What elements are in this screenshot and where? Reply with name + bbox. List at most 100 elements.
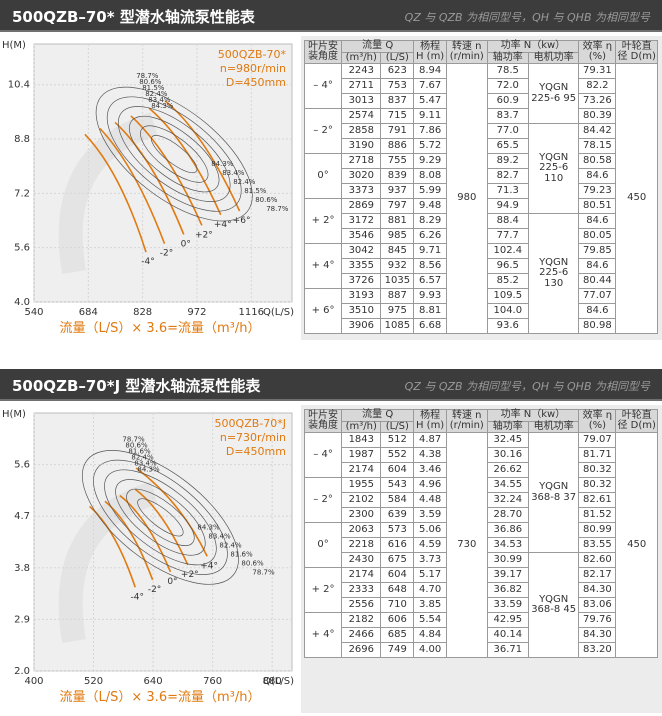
flow-ls-cell: 886 [380,138,415,154]
efficiency-label-right: 78.7% [252,568,275,576]
shaft-power-cell: 102.4 [486,243,530,259]
flow-m3h-cell: 2466 [341,627,382,643]
head-cell: 4.38 [413,447,447,463]
efficiency-cell: 83.55 [578,537,617,553]
x-tick-label: 972 [187,307,206,318]
head-cell: 3.46 [413,462,447,478]
y-tick-label: 7.2 [14,188,30,199]
header-power: 功率 N（kw） [486,409,580,422]
shaft-power-cell: 94.9 [486,198,530,214]
efficiency-label-top: 81.6% [128,447,151,455]
table-row: 2696 749 4.00 36.71 83.20 [305,642,658,658]
table-row: – 2° 2574 715 9.11 83.7 80.39 [303,108,658,154]
shaft-power-cell: 109.5 [486,288,530,304]
table-row: 2858 791 7.86 77.0 YQGN 225-6 110 84.42 [305,123,658,214]
impeller-cell: 450 [615,432,658,658]
header-row: 叶片安装角度 流量 Q 杨程 H (m) 转速 n (r/min) 功率 N（kw） 效率… [303,40,658,64]
table-row: 2711 753 7.67 72.0 82.2 [305,78,658,94]
shaft-power-cell: 60.9 [486,93,530,109]
flow-ls-cell: 839 [380,168,415,184]
angle-label: +4° [214,220,232,230]
efficiency-label-top: 80.6% [139,78,162,86]
angle-label: 0° [167,577,177,587]
table-row: 2218 616 4.59 34.53 83.55 [305,537,658,553]
flow-m3h-cell: 3373 [341,183,382,199]
table-row: 3726 1035 6.57 85.2 80.44 [305,273,658,289]
flow-m3h-cell: 2869 [341,198,382,214]
header-flow-m3h: (m³/h) [341,51,382,64]
head-cell: 3.73 [413,552,447,568]
efficiency-label-top: 81.5% [142,84,165,92]
flow-m3h-cell: 1955 [341,477,382,493]
efficiency-label-right: 84.3% [211,160,234,168]
flow-m3h-cell: 1987 [341,447,382,463]
header-flow: 流量 Q [341,409,415,422]
x-axis-label: Q(L/S) [263,676,294,687]
shaft-power-cell: 42.95 [486,612,530,628]
x-tick-label: 400 [24,676,43,687]
flow-m3h-cell: 2858 [341,123,382,139]
motor-power-cell: YQGN 225-6 95 [528,63,580,124]
flow-ls-cell: 985 [380,228,415,244]
efficiency-label-right: 83.4% [222,169,245,177]
shaft-power-cell: 72.0 [486,78,530,94]
header-efficiency: 效率 η (%) [578,40,617,64]
table-row: 3355 932 8.56 96.5 84.6 [305,258,658,274]
header-flow: 流量 Q [341,40,415,53]
angle-label: -2° [148,585,161,595]
efficiency-cell: 84.6 [578,303,617,319]
flow-m3h-cell: 2102 [341,492,382,508]
flow-ls-cell: 845 [380,243,415,259]
header-shaft-power: 轴功率 [486,51,530,64]
table-row: 3906 1085 6.68 93.6 80.98 [305,318,658,334]
efficiency-cell: 81.71 [578,447,617,463]
header-blade-angle: 叶片安装角度 [303,40,343,64]
flow-m3h-cell: 2243 [341,63,382,79]
header-rule [0,30,662,32]
efficiency-cell: 78.15 [578,138,617,154]
x-tick-label: 880 [263,676,282,687]
chart-2: 400 520 640 760 880 2.0 2.9 3.8 4.7 5.6 H(M) Q(L/S)… [2,409,294,705]
header-rule [0,399,662,401]
efficiency-contour [81,450,239,585]
section-2-note: QZ 与 QZB 为相同型号，QH 与 QHB 为相同型号 [404,380,650,393]
shaft-power-cell: 36.82 [486,582,530,598]
hq-curve [135,467,208,557]
head-cell: 5.17 [413,567,447,583]
shaft-power-cell: 34.55 [486,477,530,493]
header-power: 功率 N（kw） [486,40,580,53]
efficiency-label-top: 82.4% [131,453,154,461]
header-row: 叶片安装角度 流量 Q 杨程 H (m) 转速 n (r/min) 功率 N（kw） 效率… [303,409,658,433]
shaft-power-cell: 104.0 [486,303,530,319]
speed-cell: 980 [445,63,488,334]
efficiency-cell: 77.07 [578,288,617,304]
efficiency-label-top: 83.4% [148,96,171,104]
y-tick-label: 4.7 [14,511,30,522]
blade-angle-cell: – 2° [303,477,343,523]
flow-ls-cell: 616 [380,537,415,553]
efficiency-contour [140,125,209,183]
efficiency-contour [93,459,228,575]
head-cell: 9.71 [413,243,447,259]
flow-m3h-cell: 2696 [341,642,382,658]
efficiency-label-top: 83.4% [134,459,157,467]
hq-curve [99,127,166,244]
flow-ls-cell: 604 [380,462,415,478]
efficiency-cell: 80.05 [578,228,617,244]
section-1-header: 500QZB–70* 型潜水轴流泵性能表 QZ 与 QZB 为相同型号，QH 与… [0,0,662,30]
efficiency-contour [106,96,242,212]
blade-angle-cell: – 4° [303,432,343,478]
shaft-power-cell: 26.62 [486,462,530,478]
efficiency-cell: 79.76 [578,612,617,628]
efficiency-cell: 80.44 [578,273,617,289]
efficiency-label-right: 78.7% [266,205,289,213]
head-cell: 9.93 [413,288,447,304]
head-cell: 9.29 [413,153,447,169]
angle-label: -2° [160,249,173,259]
hq-curve [164,100,241,212]
flow-ls-cell: 675 [380,552,415,568]
header-blade-angle: 叶片安装角度 [303,409,343,433]
efficiency-cell: 79.23 [578,183,617,199]
head-cell: 5.72 [413,138,447,154]
shaft-power-cell: 85.2 [486,273,530,289]
